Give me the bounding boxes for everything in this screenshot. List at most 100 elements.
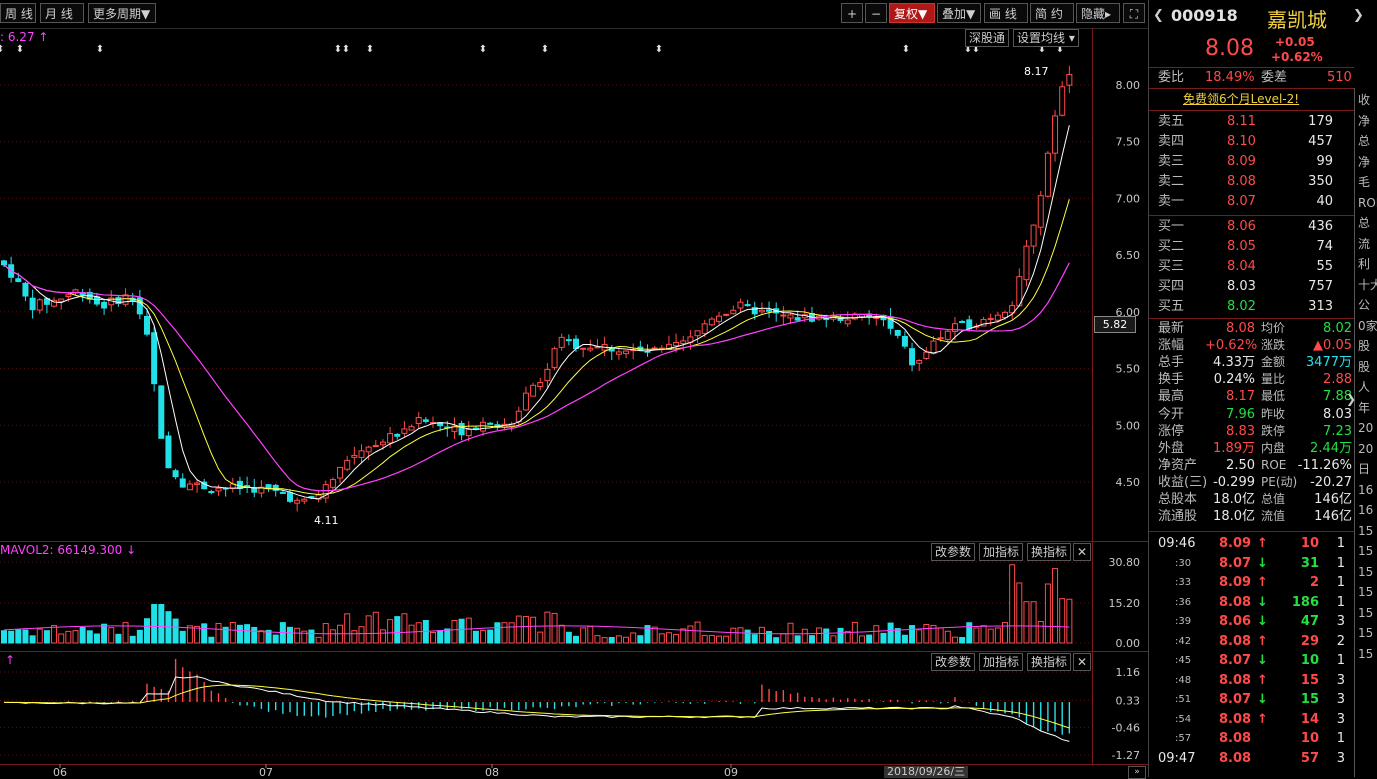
candle-body bbox=[944, 330, 951, 340]
next-stock-icon[interactable]: ❯ bbox=[1353, 8, 1364, 23]
candle-body bbox=[236, 480, 243, 489]
candle-body bbox=[837, 317, 844, 321]
macd-params-button[interactable]: 改参数 bbox=[931, 653, 976, 671]
volume-bar bbox=[294, 627, 301, 644]
prev-stock-icon[interactable]: ❮ bbox=[1153, 8, 1164, 23]
set-ma-button[interactable]: 设置均线 ▾ bbox=[1013, 29, 1079, 47]
volume-params-button[interactable]: 改参数 bbox=[931, 543, 976, 561]
volume-bar bbox=[1066, 598, 1073, 644]
volume-switch-indicator-button[interactable]: 换指标 bbox=[1027, 543, 1072, 561]
tick-price: 8.07 bbox=[1219, 555, 1252, 571]
edge-label: 15 bbox=[1358, 605, 1374, 620]
volume-bar bbox=[594, 635, 601, 644]
edge-label: 净 bbox=[1358, 154, 1371, 169]
volume-bar bbox=[93, 633, 100, 644]
tick-count: 3 bbox=[1336, 692, 1345, 707]
tick-volume: 10 bbox=[1300, 731, 1319, 746]
tick-price: 8.06 bbox=[1219, 614, 1252, 629]
up-arrow-icon: ↑ bbox=[1257, 672, 1268, 688]
volume-bar bbox=[365, 615, 372, 644]
volume-add-indicator-button[interactable]: 加指标 bbox=[979, 543, 1024, 561]
quote-value: 4.33万 bbox=[1213, 355, 1255, 371]
quote-value: 0.24% bbox=[1213, 372, 1255, 388]
fuquan-button[interactable]: 复权▼ bbox=[889, 3, 935, 23]
level2-promo-link[interactable]: 免费领6个月Level-2! bbox=[1183, 92, 1300, 106]
scroll-right-icon[interactable]: » bbox=[1128, 766, 1146, 779]
tick-volume: 10 bbox=[1300, 536, 1319, 551]
candle-body bbox=[136, 297, 143, 315]
tick-count: 1 bbox=[1336, 594, 1345, 610]
ask-label: 卖一 bbox=[1158, 194, 1185, 209]
quote-label: 涨幅 bbox=[1158, 338, 1185, 354]
volume-bar bbox=[1, 630, 7, 644]
candle-body bbox=[165, 435, 172, 469]
candle-body bbox=[351, 454, 358, 458]
stock-code: 000918 bbox=[1171, 6, 1238, 25]
candle-body bbox=[766, 309, 773, 312]
quote-value: 18.0亿 bbox=[1213, 492, 1255, 507]
current-price-tag: 5.82 bbox=[1094, 316, 1136, 333]
volume-bar bbox=[580, 627, 587, 644]
volume-bar bbox=[1044, 583, 1051, 644]
edge-label: 流 bbox=[1358, 236, 1371, 251]
monthly-button[interactable]: 月 线 bbox=[40, 3, 84, 23]
candle-body bbox=[365, 446, 372, 453]
fullscreen-icon[interactable]: ⛶ bbox=[1123, 3, 1145, 23]
volume-bar bbox=[1030, 601, 1037, 644]
shengutong-tag[interactable]: 深股通 bbox=[965, 29, 1010, 47]
volume-bar bbox=[687, 625, 694, 644]
tick-volume: 15 bbox=[1300, 672, 1319, 688]
volume-bar bbox=[565, 631, 572, 644]
ma-indicator-label: : 6.27 ↑ bbox=[0, 30, 49, 44]
ask-volume: 350 bbox=[1308, 174, 1333, 189]
candle-body bbox=[287, 492, 293, 502]
bid-label: 买三 bbox=[1158, 259, 1185, 274]
quote-label: 总手 bbox=[1158, 355, 1185, 371]
tick-price: 8.08 bbox=[1219, 711, 1252, 727]
candle-body bbox=[272, 484, 279, 491]
overlay-button[interactable]: 叠加▼ bbox=[937, 3, 981, 23]
candle-body bbox=[394, 433, 401, 437]
weekly-button[interactable]: 周 线 bbox=[0, 3, 36, 23]
volume-bar bbox=[43, 630, 50, 644]
tick-volume: 31 bbox=[1300, 555, 1319, 571]
low-price-label: 4.11 bbox=[314, 514, 339, 527]
quote-label: 总股本 bbox=[1158, 492, 1198, 507]
candle-body bbox=[329, 479, 336, 488]
candle-body bbox=[580, 347, 587, 350]
draw-line-button[interactable]: 画 线 bbox=[984, 3, 1028, 23]
macd-close-icon[interactable]: ✕ bbox=[1073, 653, 1091, 671]
bid-volume: 55 bbox=[1316, 259, 1333, 274]
volume-bar bbox=[823, 628, 830, 644]
candle-body bbox=[415, 416, 422, 424]
tick-volume: 15 bbox=[1300, 692, 1319, 707]
more-period-button[interactable]: 更多周期▼ bbox=[88, 3, 156, 23]
stock-name: 嘉凯城 bbox=[1267, 8, 1327, 32]
macd-switch-indicator-button[interactable]: 换指标 bbox=[1027, 653, 1072, 671]
volume-bar bbox=[680, 628, 687, 644]
zoom-out-button[interactable]: − bbox=[865, 3, 887, 23]
volume-bar bbox=[194, 625, 201, 644]
ask-volume: 40 bbox=[1316, 194, 1333, 209]
hide-button[interactable]: 隐藏▸ bbox=[1076, 3, 1120, 23]
edge-label: 15 bbox=[1358, 544, 1374, 558]
volume-close-icon[interactable]: ✕ bbox=[1073, 543, 1091, 561]
zoom-in-button[interactable]: + bbox=[841, 3, 863, 23]
tick-count: 1 bbox=[1336, 555, 1345, 571]
candle-body bbox=[894, 329, 901, 336]
macd-tick-label: 1.16 bbox=[1116, 666, 1141, 679]
volume-bar bbox=[630, 632, 637, 644]
candle-body bbox=[1023, 245, 1030, 281]
edge-label: 0家 bbox=[1358, 318, 1377, 333]
event-marker-icon: ⬍ bbox=[1038, 44, 1046, 55]
panel-collapse-icon[interactable]: ❯ bbox=[1346, 392, 1357, 406]
candle-body bbox=[522, 392, 529, 411]
tick-time: :45 bbox=[1175, 655, 1192, 666]
macd-add-indicator-button[interactable]: 加指标 bbox=[979, 653, 1024, 671]
candle-body bbox=[844, 319, 851, 325]
simple-button[interactable]: 简 约 bbox=[1030, 3, 1074, 23]
tick-count: 3 bbox=[1336, 750, 1345, 766]
candle-body bbox=[65, 294, 72, 297]
quote-value: -20.27 bbox=[1310, 474, 1352, 490]
price-tick-label: 7.50 bbox=[1116, 136, 1141, 149]
